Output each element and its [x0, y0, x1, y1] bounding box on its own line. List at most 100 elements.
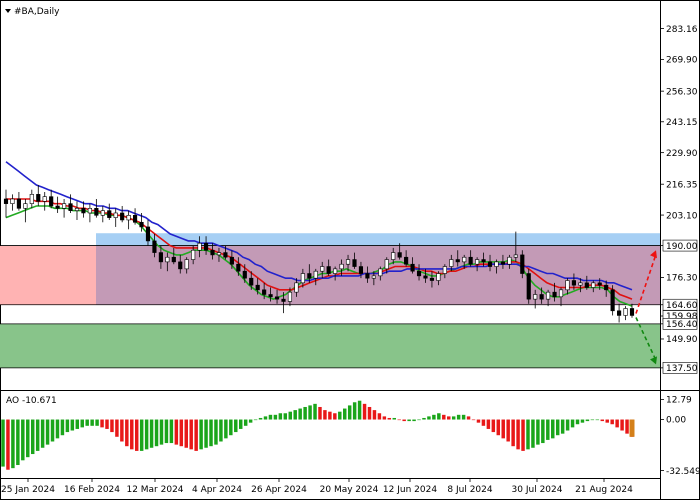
- time-axis: 25 Jan 2024 16 Feb 2024 12 Mar 2024 4 Apr 2…: [1, 478, 633, 495]
- ao-bar: [560, 419, 565, 434]
- ao-bar: [303, 406, 307, 420]
- candles-layer: [3, 185, 635, 323]
- price-tick-label: 243.15: [666, 118, 698, 128]
- ao-bar: [35, 419, 40, 451]
- ao-bar: [263, 416, 268, 420]
- ao-bar: [234, 419, 238, 433]
- time-tick-label: 20 May 2024: [320, 485, 379, 495]
- candle-body: [216, 252, 222, 256]
- candle-body: [391, 252, 396, 260]
- candle-body: [287, 291, 293, 302]
- ao-bar: [268, 414, 273, 420]
- ao-bar: [397, 419, 401, 421]
- candle-body: [487, 261, 493, 267]
- candle-body: [404, 256, 409, 265]
- candle-body: [623, 308, 628, 316]
- ao-bar: [179, 419, 184, 447]
- candle-body: [29, 194, 34, 204]
- ao-bar: [437, 413, 441, 420]
- candle-body: [74, 208, 80, 211]
- ao-bar: [11, 419, 15, 469]
- candle-body: [552, 291, 557, 298]
- ao-bar: [526, 419, 530, 450]
- ao-tick-label: -32.549: [666, 467, 700, 477]
- ao-bar: [70, 419, 75, 431]
- candle-body: [158, 252, 163, 263]
- candle-body: [365, 273, 370, 279]
- candle-body: [249, 277, 254, 286]
- candle-body: [242, 270, 247, 279]
- ao-bar: [278, 413, 283, 420]
- symbol-label: #BA,Daily: [14, 7, 60, 17]
- candle-body: [307, 273, 312, 279]
- price-tick-label: 216.35: [666, 180, 698, 190]
- candle-body: [300, 273, 305, 284]
- ao-bar: [615, 419, 619, 428]
- candle-body: [584, 282, 589, 288]
- candle-body: [10, 198, 15, 204]
- ao-bar: [605, 419, 609, 423]
- candle-body: [429, 277, 435, 281]
- candle-body: [152, 240, 157, 253]
- candle-body: [610, 289, 615, 312]
- candle-body: [449, 259, 454, 267]
- ao-bar: [209, 419, 213, 447]
- ao-bar: [144, 419, 149, 450]
- candle-body: [384, 259, 389, 270]
- candle-body: [281, 298, 286, 302]
- ao-bar: [219, 419, 223, 442]
- ao-tick-label: 0.00: [666, 416, 686, 426]
- candle-body: [423, 275, 428, 279]
- ao-bar: [625, 419, 629, 434]
- candle-body: [191, 249, 196, 260]
- ao-bar: [357, 400, 362, 420]
- ao-bar: [224, 419, 228, 439]
- ao-bar: [580, 419, 585, 423]
- candle-body: [358, 266, 364, 274]
- ma-slow-line: [5, 161, 633, 291]
- ao-bar: [105, 419, 109, 429]
- arrow-down-icon: [650, 356, 657, 365]
- ao-bar: [442, 414, 446, 420]
- candle-body: [410, 263, 415, 272]
- ao-bar: [610, 419, 614, 425]
- time-tick-label: 16 Feb 2024: [64, 485, 120, 495]
- ao-bar: [565, 419, 570, 431]
- ao-bar: [194, 419, 198, 451]
- ao-bar: [164, 419, 169, 444]
- candle-body: [320, 266, 325, 272]
- candle-body: [533, 294, 538, 300]
- ao-bar: [204, 419, 208, 448]
- time-tick-label: 12 Mar 2024: [126, 485, 183, 495]
- price-tick-label: 156.40: [666, 320, 698, 330]
- candle-body: [345, 259, 351, 265]
- ao-bar: [130, 419, 134, 450]
- ao-bar: [45, 419, 50, 445]
- time-tick-label: 25 Jan 2024: [1, 485, 55, 495]
- forecast-up-line: [635, 253, 657, 314]
- ao-bar: [590, 419, 595, 421]
- ao-bar: [575, 419, 580, 425]
- ao-bar: [382, 416, 387, 420]
- ao-bar: [407, 419, 411, 422]
- candle-body: [416, 270, 422, 277]
- candle-body: [455, 259, 460, 263]
- candle-body: [565, 280, 570, 291]
- price-tick-label: 283.16: [666, 25, 698, 35]
- ao-bar: [506, 419, 510, 442]
- ao-bar: [184, 419, 188, 448]
- candle-body: [378, 268, 383, 277]
- chevron-down-icon[interactable]: [5, 9, 11, 13]
- symbol-header[interactable]: #BA,Daily: [5, 7, 60, 17]
- ao-bar: [6, 419, 10, 470]
- price-tick-label: 149.90: [666, 335, 698, 345]
- candle-body: [3, 198, 9, 204]
- price-tag-box: [662, 239, 698, 252]
- ao-indicator-pane: 12.79 0.00 -32.549 AO -10.671: [1, 396, 700, 477]
- ao-bar: [50, 419, 55, 442]
- ao-tick-label: 12.79: [666, 396, 692, 406]
- ao-bar: [328, 411, 332, 420]
- candle-body: [500, 261, 506, 265]
- ao-bar: [491, 419, 496, 433]
